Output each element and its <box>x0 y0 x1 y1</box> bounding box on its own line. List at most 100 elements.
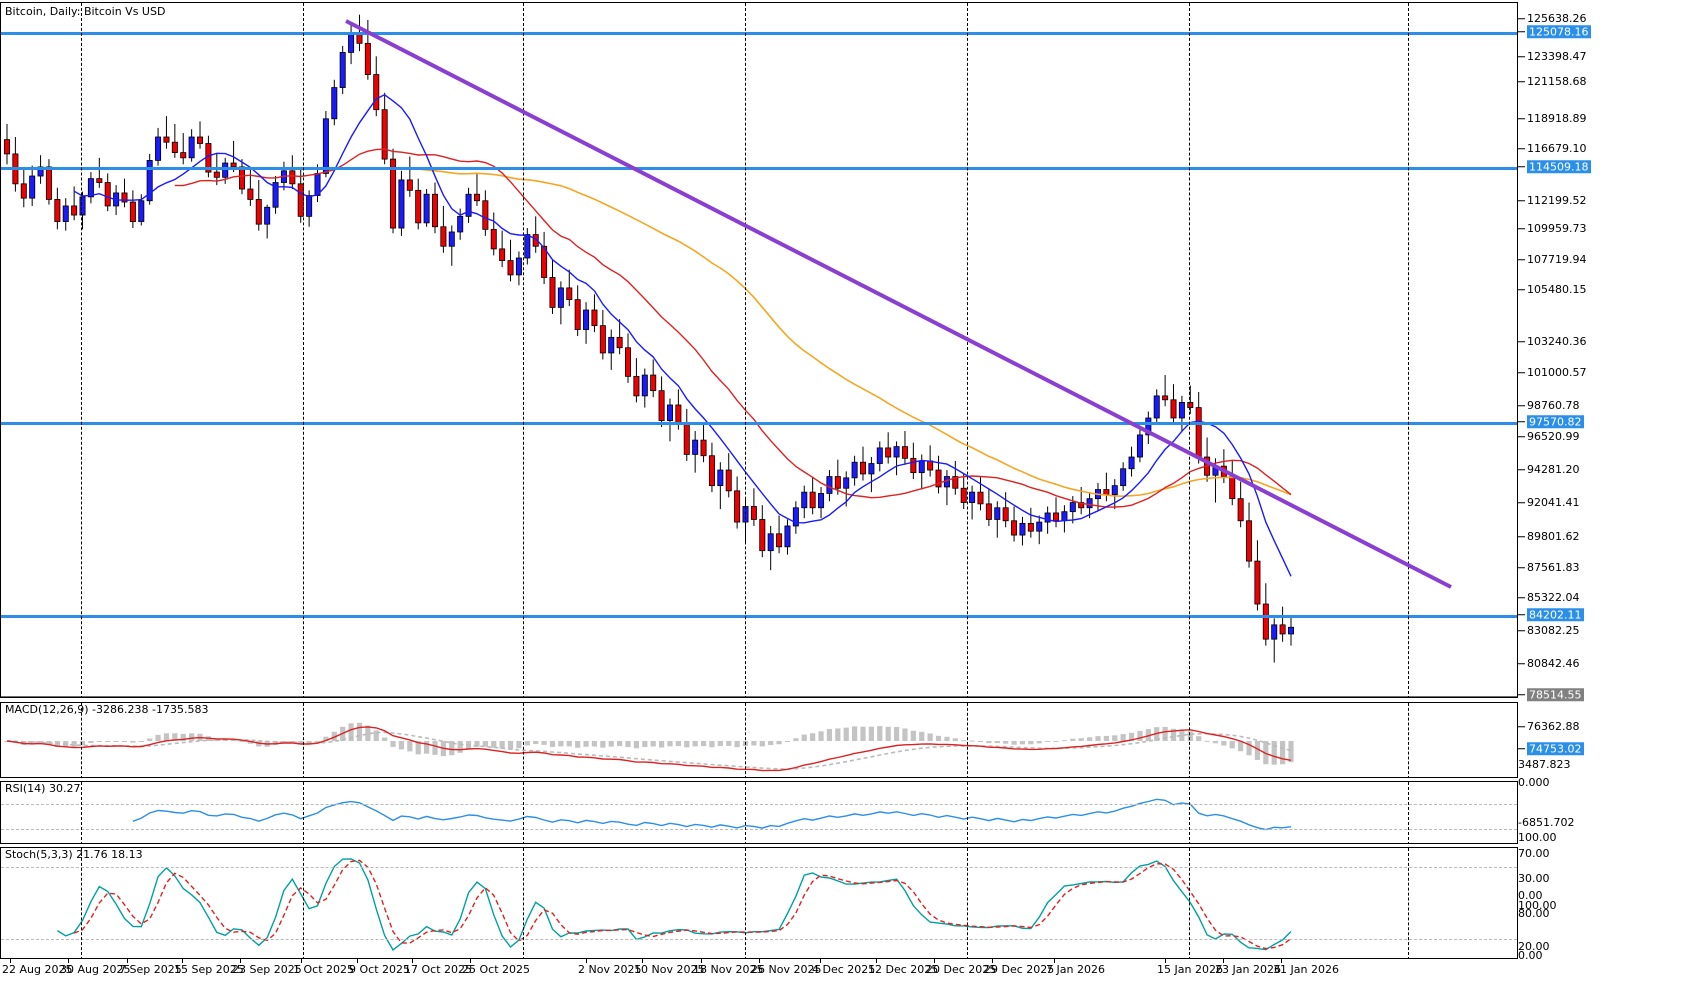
month-separator <box>745 782 746 843</box>
date-tick-mark <box>759 959 760 963</box>
date-axis-label: 22 Aug 2025 <box>2 963 73 976</box>
price-axis-tick: 101000.57 <box>1518 366 1587 378</box>
month-separator <box>303 703 304 777</box>
date-tick-mark <box>10 959 11 963</box>
price-plot-area[interactable] <box>1 3 1517 697</box>
level-line-97570[interactable] <box>1 422 1517 425</box>
level-line-125078[interactable] <box>1 32 1517 35</box>
tick-label: 80842.46 <box>1527 656 1580 670</box>
tick-mark <box>1518 747 1525 749</box>
macd-axis-tick: 0.000 <box>1518 776 1550 788</box>
tick-label: 3487.823 <box>1518 757 1571 771</box>
date-axis-label: 17 Oct 2025 <box>404 963 473 976</box>
date-tick-mark <box>701 959 702 963</box>
date-axis: 22 Aug 2025 30 Aug 2025 7 Sep 2025 15 Sep 2… <box>0 959 1518 981</box>
date-tick-mark <box>1165 959 1166 963</box>
rsi-series <box>132 798 1292 831</box>
price-chart-panel[interactable]: Bitcoin, Daily: Bitcoin Vs USD <box>0 2 1518 698</box>
date-tick-mark <box>412 959 413 963</box>
date-tick-mark <box>470 959 471 963</box>
tick-mark <box>1518 535 1525 537</box>
month-separator <box>81 703 82 777</box>
level-line-84202[interactable] <box>1 615 1517 618</box>
price-axis-tick[interactable]: 78514.55 <box>1518 687 1584 701</box>
date-axis-label: 29 Dec 2025 <box>984 963 1055 976</box>
tick-mark <box>1518 340 1525 342</box>
price-axis-tick: 85322.04 <box>1518 591 1580 603</box>
month-separator <box>81 3 82 697</box>
candlestick-series <box>3 14 1295 663</box>
trendline-resistance[interactable] <box>1 3 1517 697</box>
price-axis-tick: 83082.25 <box>1518 624 1580 636</box>
macd-panel[interactable]: MACD(12,26,9) -3286.238 -1735.583 <box>0 702 1518 778</box>
stochastic-panel[interactable]: Stoch(5,3,3) 21.76 18.13 <box>0 847 1518 959</box>
date-tick-mark <box>1054 959 1055 963</box>
price-axis-tick: 98760.78 <box>1518 399 1580 411</box>
month-separator <box>967 782 968 843</box>
price-axis-tick[interactable]: 114509.18 <box>1518 159 1591 173</box>
rsi-oversold-gridline <box>1 829 1517 830</box>
tick-label: 74753.02 <box>1527 741 1584 755</box>
month-separator <box>523 3 524 697</box>
tick-mark <box>1518 725 1525 727</box>
date-axis-label: 20 Dec 2025 <box>926 963 997 976</box>
month-separator <box>967 703 968 777</box>
date-axis-label: 18 Nov 2025 <box>693 963 764 976</box>
rsi-panel[interactable]: RSI(14) 30.27 <box>0 781 1518 844</box>
price-axis-tick: 92041.41 <box>1518 496 1580 508</box>
date-axis-label: 7 Jan 2026 <box>1046 963 1105 976</box>
price-axis-tick[interactable]: 125078.16 <box>1518 24 1591 38</box>
tick-mark <box>1518 468 1525 470</box>
chart-title: Bitcoin, Daily: Bitcoin Vs USD <box>5 5 166 18</box>
stoch-oversold-gridline <box>1 939 1517 940</box>
tick-label: 100.00 <box>1518 830 1557 844</box>
month-separator <box>523 703 524 777</box>
tick-mark <box>1518 117 1525 119</box>
last-price-line <box>1 696 1517 697</box>
tick-label: 125638.26 <box>1527 11 1587 25</box>
price-axis-tick: 118918.89 <box>1518 112 1587 124</box>
price-axis-tick: 107719.94 <box>1518 253 1587 265</box>
tick-label: 94281.20 <box>1527 462 1580 476</box>
tick-mark <box>1518 30 1525 32</box>
stoch-plot-area <box>1 848 1517 958</box>
tick-mark <box>1518 227 1525 229</box>
date-tick-mark <box>992 959 993 963</box>
month-separator <box>81 848 82 958</box>
date-axis-label: 25 Oct 2025 <box>462 963 531 976</box>
date-tick-mark <box>586 959 587 963</box>
tick-label: 76362.88 <box>1527 719 1580 733</box>
tick-mark <box>1518 420 1525 422</box>
month-separator <box>1408 3 1409 697</box>
date-tick-mark <box>1223 959 1224 963</box>
month-separator <box>303 848 304 958</box>
tick-label: 0.00 <box>1518 888 1543 902</box>
tick-label: 98760.78 <box>1527 398 1580 412</box>
tick-label: 118918.89 <box>1527 111 1587 125</box>
price-axis-tick[interactable]: 97570.82 <box>1518 414 1584 428</box>
price-axis-tick: 105480.15 <box>1518 283 1587 295</box>
tick-label: 123398.47 <box>1527 49 1587 63</box>
price-axis-tick[interactable]: 84202.11 <box>1518 607 1584 621</box>
tick-label: 112199.52 <box>1527 193 1587 207</box>
level-line-114509[interactable] <box>1 167 1517 170</box>
tick-mark <box>1518 629 1525 631</box>
price-axis-tick: 94281.20 <box>1518 463 1580 475</box>
tick-mark <box>1518 199 1525 201</box>
price-axis-tick: 76362.88 <box>1518 720 1580 732</box>
date-axis-label: 10 Nov 2025 <box>634 963 705 976</box>
price-axis[interactable]: 125638.26 125078.16 123398.47 121158.68 1189… <box>1518 0 1692 981</box>
date-tick-mark <box>876 959 877 963</box>
date-axis-label: 12 Dec 2025 <box>868 963 939 976</box>
month-separator <box>745 848 746 958</box>
date-axis-label: 15 Sep 2025 <box>174 963 244 976</box>
date-tick-mark <box>820 959 821 963</box>
date-axis-label: 1 Oct 2025 <box>293 963 355 976</box>
tick-mark <box>1518 147 1525 149</box>
rsi-overbought-gridline <box>1 804 1517 805</box>
price-axis-tick[interactable]: 74753.02 <box>1518 741 1584 755</box>
tick-label: 121158.68 <box>1527 74 1587 88</box>
month-separator <box>1408 703 1409 777</box>
date-tick-mark <box>301 959 302 963</box>
